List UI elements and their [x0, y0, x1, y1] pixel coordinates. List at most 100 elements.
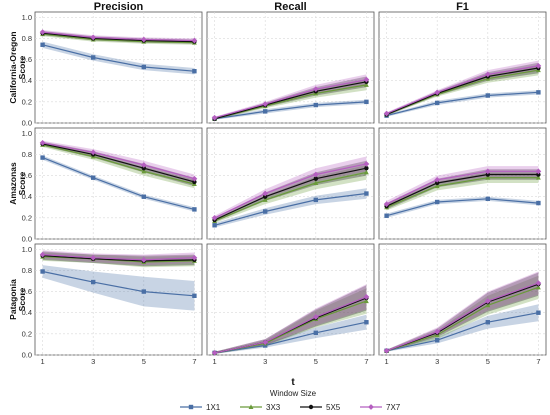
data-point	[39, 29, 46, 35]
y-tick-label: 0.0	[22, 235, 32, 244]
panel-frame	[206, 243, 375, 356]
series-line	[214, 192, 367, 226]
series-line	[42, 157, 195, 210]
legend-entry: 3X3	[240, 403, 281, 412]
data-point	[262, 109, 268, 114]
panel: 1 3 5 7	[378, 243, 547, 366]
series-line	[214, 163, 367, 219]
data-point	[262, 197, 268, 202]
data-point	[434, 338, 440, 343]
data-point	[535, 284, 541, 290]
data-point	[313, 102, 319, 108]
series-band	[386, 304, 539, 352]
series-band	[386, 64, 539, 116]
series-line	[214, 296, 367, 354]
series-line	[386, 286, 539, 352]
legend-label: 3X3	[266, 403, 281, 412]
data-point	[364, 191, 369, 196]
data-point	[363, 161, 370, 167]
data-point	[40, 42, 45, 47]
row-label: California-Oregon Score	[8, 31, 27, 103]
data-point	[211, 214, 218, 221]
series-line	[42, 144, 195, 185]
y-tick-label: 0.6	[22, 287, 32, 296]
series-line	[42, 31, 195, 42]
legend-title: Window Size	[270, 389, 317, 398]
data-point	[308, 404, 314, 410]
data-point	[141, 165, 147, 171]
data-point	[384, 213, 389, 218]
data-point	[192, 293, 197, 298]
series-line	[386, 67, 539, 116]
data-point	[485, 175, 491, 180]
panel: 0.0 0.2 0.4 0.6 0.8 1.0 1 3 5 7	[22, 243, 203, 366]
data-point	[141, 168, 147, 174]
series-line	[42, 142, 195, 180]
row-label-line2: Score	[17, 171, 27, 195]
panel: 1 3 5 7	[206, 243, 375, 366]
data-point	[39, 251, 46, 258]
data-point	[434, 328, 441, 335]
data-point	[536, 200, 541, 206]
series-line	[386, 177, 539, 208]
data-point	[485, 93, 491, 98]
series-line	[42, 254, 195, 261]
x-tick-label: 1	[385, 357, 389, 366]
y-tick-label: 0.0	[22, 351, 32, 360]
data-point	[248, 404, 254, 409]
y-tick-label: 0.0	[22, 119, 32, 128]
data-point	[90, 254, 97, 261]
data-point	[90, 175, 96, 180]
x-tick-label: 5	[486, 357, 490, 366]
data-point	[90, 34, 97, 41]
data-point	[434, 183, 440, 189]
data-point	[434, 176, 441, 183]
series-line	[386, 198, 539, 217]
row-label: Amazonas Score	[8, 162, 27, 205]
x-tick-label: 5	[314, 357, 318, 366]
panel-frame	[378, 243, 547, 356]
data-point	[485, 196, 491, 202]
series-line	[42, 44, 195, 72]
data-point	[211, 350, 218, 356]
data-point	[313, 176, 319, 181]
legend-entry: 7X7	[360, 403, 401, 412]
series-line	[386, 170, 539, 205]
panel-frame	[378, 127, 547, 240]
series-band	[42, 41, 195, 75]
series-band	[386, 90, 539, 117]
panel	[378, 11, 547, 124]
y-tick-label: 0.4	[22, 76, 32, 85]
row-label-line1: California-Oregon	[8, 31, 18, 103]
data-point	[535, 168, 542, 175]
x-tick-label: 7	[364, 357, 368, 366]
data-point	[434, 89, 441, 96]
panel: 0.0 0.2 0.4 0.6 0.8 1.0	[22, 127, 203, 244]
series-band	[214, 165, 367, 224]
row-label: Patagonia Score	[8, 279, 27, 320]
data-point	[191, 254, 198, 261]
series-line	[42, 143, 195, 183]
panel-frame	[34, 243, 203, 356]
data-point	[363, 169, 369, 175]
data-point	[313, 197, 319, 203]
data-point	[262, 101, 269, 107]
data-point	[40, 155, 45, 160]
data-point	[313, 330, 319, 335]
row-label-line2: Score	[17, 287, 27, 311]
y-tick-label: 1.0	[22, 245, 32, 254]
x-tick-label: 3	[263, 357, 267, 366]
data-point	[191, 37, 198, 44]
series-line	[42, 33, 195, 44]
data-point	[363, 76, 370, 83]
series-band	[386, 166, 539, 208]
data-point	[368, 404, 374, 410]
data-point	[434, 199, 440, 205]
x-tick-label: 1	[41, 357, 45, 366]
data-point	[211, 114, 218, 121]
x-tick-label: 1	[213, 357, 217, 366]
y-tick-label: 0.8	[22, 266, 32, 275]
series-line	[214, 79, 367, 119]
data-point	[484, 298, 491, 304]
